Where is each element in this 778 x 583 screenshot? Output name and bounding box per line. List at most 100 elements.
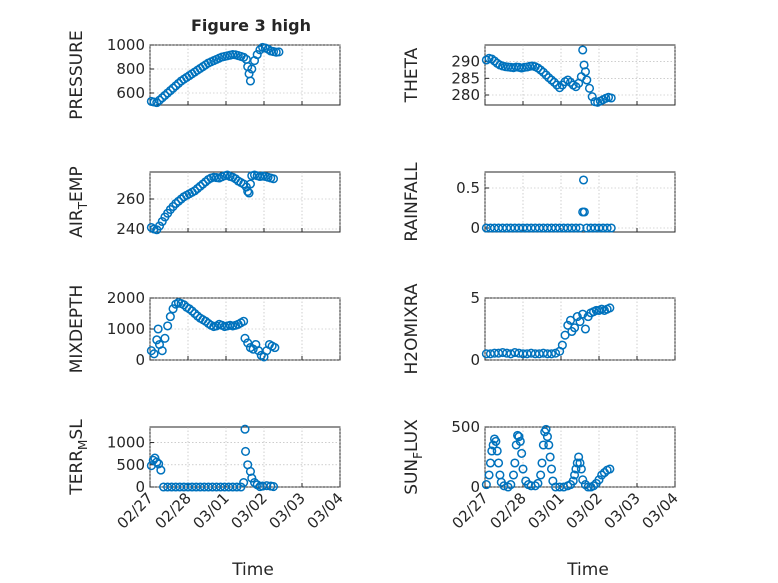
sun-flux-point-29	[538, 440, 548, 450]
rainfall-ytick-label-0: 0	[470, 219, 480, 237]
sun-flux-point-46	[574, 452, 584, 462]
terr-msl-point-26	[239, 478, 249, 488]
theta-point-21	[538, 67, 548, 77]
theta-point-26	[552, 80, 562, 90]
h2omixra-point-24	[570, 323, 580, 333]
rainfall-point-25	[578, 175, 589, 185]
rainfall-point-23	[575, 223, 585, 233]
h2omixra-point-37	[605, 303, 615, 313]
mixdepth-point-2	[152, 335, 162, 345]
terr-msl-point-24	[232, 482, 242, 492]
panel-rainfall: 0 0.5 RAINFALL	[402, 162, 676, 242]
terr-msl-xtick-label-4: 03/03	[266, 489, 309, 532]
pressure-point-3	[154, 95, 165, 105]
air-temp-ylabel: AIRTEMP	[67, 166, 90, 237]
theta-point-48	[606, 93, 616, 103]
rainfall-point-22	[571, 223, 581, 233]
mixdepth-point-47	[270, 343, 280, 353]
theta-point-39	[582, 75, 592, 85]
figure-title: Figure 3 high	[191, 16, 311, 35]
pressure-ytick-label-0: 600	[116, 84, 145, 102]
mixdepth-point-3	[153, 324, 163, 334]
h2omixra-point-25	[572, 312, 582, 322]
panel-pressure: 600 800 1000 PRESSURE	[67, 30, 341, 120]
pressure-point-39	[247, 64, 257, 74]
terr-msl-ytick-label-1: 500	[116, 456, 145, 474]
sun-flux-point-15	[510, 458, 520, 468]
pressure-ytick-label-1: 800	[116, 60, 145, 78]
rainfall-point-26	[579, 207, 589, 217]
pressure-point-38	[245, 76, 255, 86]
sun-flux-xtick-label-4: 03/03	[601, 489, 644, 532]
sun-flux-point-32	[542, 432, 552, 442]
pressure-ylabel: PRESSURE	[67, 30, 87, 119]
air-temp-point-16	[190, 186, 200, 196]
mixdepth-point-5	[157, 346, 167, 356]
theta-point-24	[546, 75, 557, 85]
theta-point-22	[541, 70, 551, 80]
pressure-point-8	[168, 83, 178, 93]
theta-point-25	[549, 77, 559, 87]
pressure-point-2	[152, 98, 162, 108]
sun-flux-point-51	[583, 482, 593, 492]
panel-sun-flux: 050002/2702/2803/0103/0203/0303/04TimeSU…	[402, 418, 682, 580]
sun-flux-point-27	[536, 470, 546, 480]
air-temp-point-47	[268, 174, 279, 184]
air-temp-point-9	[171, 198, 181, 209]
rainfall-ytick-label-1: 0.5	[456, 179, 480, 197]
h2omixra-ylabel: H2OMIXRA	[402, 283, 422, 374]
air-temp-point-36	[243, 186, 253, 197]
sun-flux-point-55	[594, 475, 604, 485]
theta-point-41	[587, 92, 597, 102]
mixdepth-ytick-label-2: 2000	[107, 289, 145, 307]
sun-flux-point-0	[481, 480, 491, 490]
h2omixra-point-28	[580, 324, 590, 334]
sun-flux-xtick-label-3: 03/02	[563, 489, 606, 532]
sun-flux-point-45	[572, 458, 582, 468]
terr-msl-point-5	[156, 465, 166, 475]
air-temp-ytick-label-1: 260	[116, 190, 145, 208]
sun-flux-point-21	[518, 464, 528, 474]
sun-flux-xlabel: Time	[566, 560, 609, 580]
sun-flux-point-12	[503, 482, 513, 492]
sun-flux-point-43	[570, 470, 580, 480]
sun-flux-point-44	[571, 464, 581, 474]
terr-msl-xtick-label-5: 03/04	[304, 489, 347, 532]
pressure-ytick-label-2: 1000	[107, 36, 145, 54]
air-temp-point-19	[198, 179, 208, 189]
air-temp-ytick-label-0: 240	[116, 220, 145, 238]
sun-flux-point-42	[568, 476, 578, 486]
terr-msl-point-28	[240, 446, 251, 456]
sun-flux-point-6	[491, 436, 501, 446]
terr-msl-ytick-label-0: 0	[135, 478, 145, 496]
mixdepth-point-37	[243, 338, 253, 348]
h2omixra-ytick-label-1: 5	[470, 289, 480, 307]
sun-flux-point-7	[492, 446, 502, 456]
terr-msl-xtick-label-1: 02/28	[152, 489, 195, 532]
mixdepth-point-35	[239, 316, 249, 326]
air-temp-point-3	[154, 221, 165, 231]
theta-ytick-label-1: 285	[451, 69, 480, 87]
h2omixra-point-20	[560, 330, 570, 340]
sun-flux-point-56	[597, 470, 607, 480]
mixdepth-ylabel: MIXDEPTH	[67, 285, 87, 374]
h2omixra-point-22	[565, 315, 576, 325]
sun-flux-point-26	[533, 478, 543, 488]
mixdepth-point-9	[168, 304, 178, 314]
mixdepth-point-6	[160, 333, 170, 343]
sun-flux-point-33	[544, 440, 554, 450]
rainfall-ylabel: RAINFALL	[402, 162, 422, 242]
sun-flux-xtick-label-5: 03/04	[639, 489, 682, 532]
air-temp-point-37	[244, 188, 254, 198]
sun-flux-point-53	[589, 481, 599, 491]
air-temp-point-18	[195, 181, 205, 191]
h2omixra-point-16	[546, 349, 557, 359]
sun-flux-point-8	[494, 458, 504, 468]
terr-msl-ylabel: TERRMSL	[67, 419, 90, 496]
h2omixra-point-19	[557, 340, 567, 350]
sun-flux-point-25	[530, 481, 540, 491]
theta-point-23	[544, 73, 554, 83]
terr-msl-ytick-label-2: 1000	[107, 434, 145, 452]
mixdepth-ytick-label-1: 1000	[107, 320, 145, 338]
mixdepth-ytick-label-0: 0	[135, 351, 145, 369]
